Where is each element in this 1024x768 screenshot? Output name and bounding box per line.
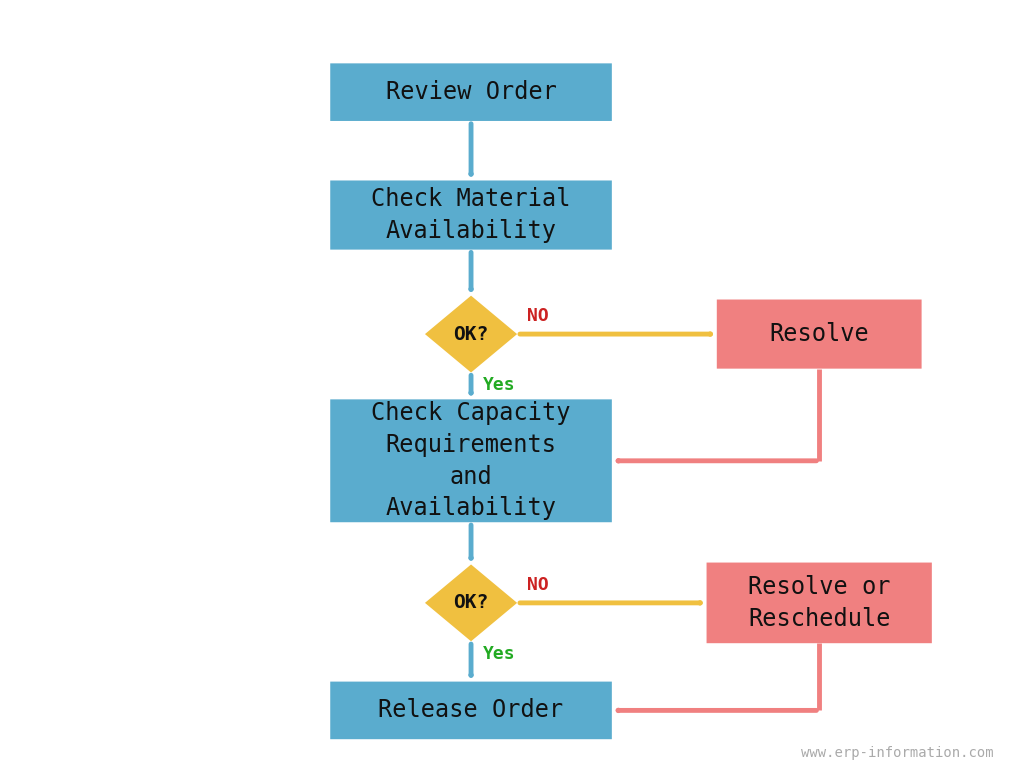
FancyBboxPatch shape xyxy=(330,399,612,522)
Polygon shape xyxy=(425,564,517,641)
Text: Release Order: Release Order xyxy=(379,698,563,723)
Polygon shape xyxy=(425,296,517,372)
Text: Yes: Yes xyxy=(483,376,516,394)
FancyBboxPatch shape xyxy=(717,300,922,369)
Text: Resolve: Resolve xyxy=(769,322,869,346)
Text: Review Order: Review Order xyxy=(386,80,556,104)
FancyBboxPatch shape xyxy=(330,682,612,739)
Text: OK?: OK? xyxy=(454,594,488,612)
Text: NO: NO xyxy=(527,576,549,594)
Text: NO: NO xyxy=(527,307,549,325)
FancyBboxPatch shape xyxy=(330,180,612,250)
Text: Check Material
Availability: Check Material Availability xyxy=(372,187,570,243)
Text: Yes: Yes xyxy=(483,645,516,663)
FancyBboxPatch shape xyxy=(707,562,932,644)
Text: Resolve or
Reschedule: Resolve or Reschedule xyxy=(748,575,891,631)
Text: Check Capacity
Requirements
and
Availability: Check Capacity Requirements and Availabi… xyxy=(372,402,570,520)
FancyBboxPatch shape xyxy=(330,64,612,121)
Text: OK?: OK? xyxy=(454,325,488,343)
Text: www.erp-information.com: www.erp-information.com xyxy=(801,746,993,760)
